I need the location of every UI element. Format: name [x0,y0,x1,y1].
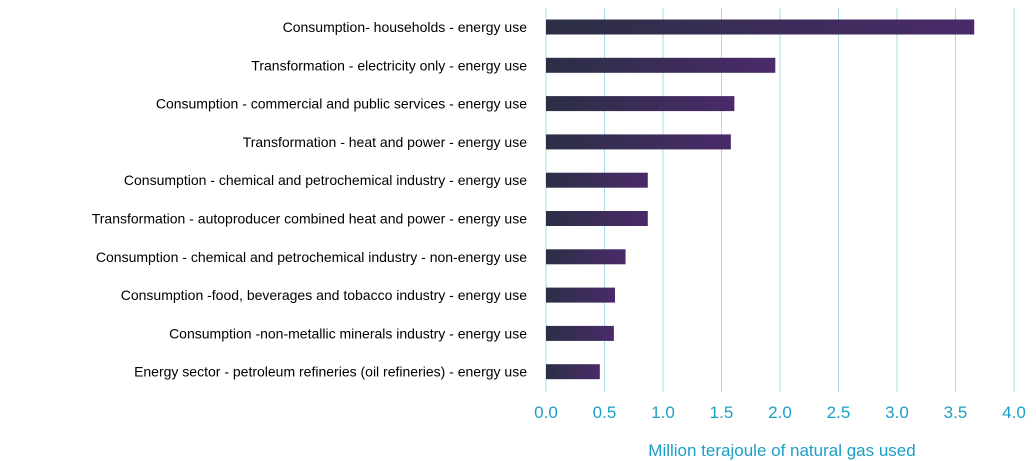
category-label: Transformation - electricity only - ener… [251,57,527,73]
bar [546,19,975,35]
x-axis-ticks: 0.0 0.5 1.0 1.5 2.0 2.5 3.0 3.5 4.0 [534,403,1026,422]
bar [546,172,648,188]
bar [546,287,616,303]
bar [546,96,735,112]
x-tick-label: 3.0 [885,403,909,422]
x-tick-label: 0.5 [593,403,617,422]
category-labels: Consumption- households - energy use Tran… [92,19,527,380]
category-label: Energy sector - petroleum refineries (oi… [134,364,527,380]
bar [546,211,648,226]
bar [546,249,626,265]
x-tick-label: 2.5 [827,403,851,422]
category-label: Consumption -non-metallic minerals indus… [169,325,527,341]
category-label: Consumption - chemical and petrochemical… [96,249,527,265]
category-label: Consumption- households - energy use [283,19,528,35]
category-label: Consumption - chemical and petrochemical… [124,172,527,188]
x-tick-label: 2.0 [768,403,792,422]
x-tick-label: 1.0 [651,403,675,422]
category-label: Consumption - commercial and public serv… [156,96,527,112]
category-label: Transformation - autoproducer combined h… [92,211,527,227]
bar [546,134,731,150]
bar [546,57,776,73]
bar [546,364,600,380]
x-tick-label: 1.5 [710,403,734,422]
category-label: Transformation - heat and power - energy… [243,134,528,150]
category-label: Consumption -food, beverages and tobacco… [121,287,527,303]
x-axis-title: Million terajoule of natural gas used [648,441,915,460]
bars [546,19,975,380]
x-tick-label: 0.0 [534,403,558,422]
bar [546,325,614,341]
x-tick-label: 4.0 [1002,403,1026,422]
x-tick-label: 3.5 [944,403,968,422]
